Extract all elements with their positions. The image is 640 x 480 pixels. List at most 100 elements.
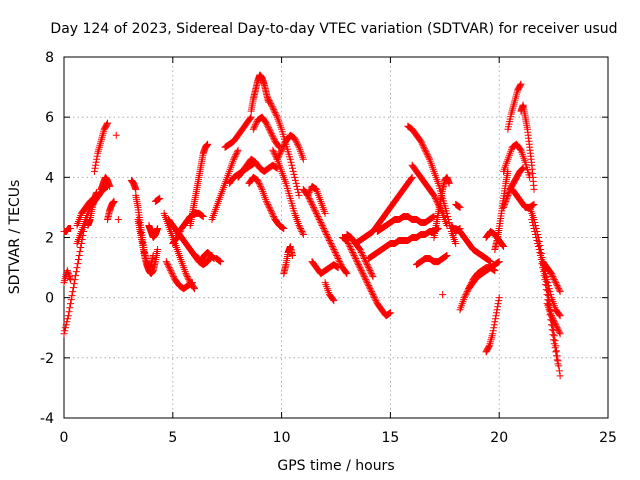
data-point — [419, 142, 427, 150]
data-point — [114, 215, 122, 223]
axis-ticks — [63, 56, 609, 419]
data-point — [529, 201, 537, 209]
series-arc-40 — [339, 234, 394, 320]
data-point — [344, 240, 352, 248]
data-point — [68, 292, 76, 300]
data-point — [273, 112, 281, 120]
data-point — [362, 259, 370, 267]
series-arc-60 — [504, 80, 525, 133]
data-point — [293, 182, 301, 190]
x-axis-label: GPS time / hours — [277, 458, 394, 474]
data-point — [63, 267, 71, 275]
data-point — [209, 253, 217, 261]
data-point — [327, 240, 335, 248]
data-point — [267, 101, 275, 109]
data-point — [424, 152, 432, 160]
data-point — [365, 282, 373, 290]
data-point — [529, 221, 537, 229]
data-point — [554, 357, 562, 365]
series-arc-24 — [208, 146, 242, 223]
data-point — [549, 331, 557, 339]
data-point — [519, 165, 527, 173]
data-point — [386, 309, 394, 317]
data-point — [337, 261, 345, 269]
data-point — [503, 193, 511, 201]
data-point — [529, 218, 537, 226]
data-point — [291, 173, 299, 181]
data-point — [290, 170, 298, 178]
data-point — [317, 218, 325, 226]
data-point — [174, 232, 182, 240]
data-point — [230, 155, 238, 163]
data-point — [430, 212, 438, 220]
data-point — [551, 337, 559, 345]
data-point — [320, 226, 328, 234]
data-point — [320, 224, 328, 232]
data-point — [357, 265, 365, 273]
data-point — [291, 134, 299, 142]
data-point — [554, 325, 562, 333]
data-point — [356, 246, 364, 254]
data-point — [250, 124, 258, 132]
x-tick-label: 15 — [381, 430, 399, 446]
data-point — [536, 242, 544, 250]
data-point — [280, 142, 288, 150]
data-point — [460, 294, 468, 302]
data-point — [292, 179, 300, 187]
data-point — [516, 81, 524, 89]
y-tick-label: 4 — [45, 170, 54, 186]
data-point — [501, 199, 509, 207]
series-arc-19 — [164, 215, 203, 263]
data-point — [270, 212, 278, 220]
series-arc-42 — [352, 173, 416, 248]
data-point — [367, 286, 375, 294]
data-point — [490, 324, 498, 332]
data-point — [544, 287, 552, 295]
data-point — [72, 268, 80, 276]
data-point — [350, 252, 358, 260]
data-point — [491, 267, 499, 275]
data-point — [504, 191, 512, 199]
data-point — [191, 285, 199, 293]
data-point — [354, 259, 362, 267]
data-point — [296, 224, 304, 232]
series-arc-58 — [500, 164, 527, 211]
data-point — [209, 254, 217, 262]
data-point — [553, 280, 561, 288]
data-point — [252, 119, 260, 127]
data-point — [347, 246, 355, 254]
data-point — [156, 194, 164, 202]
data-point — [269, 211, 277, 219]
x-tick-label: 5 — [168, 430, 177, 446]
data-point — [360, 271, 368, 279]
data-point — [333, 263, 341, 271]
data-point — [64, 312, 72, 320]
data-point — [61, 327, 69, 335]
data-point — [265, 202, 273, 210]
y-tick-label: -2 — [40, 351, 54, 367]
data-point — [167, 268, 175, 276]
data-point — [361, 256, 369, 264]
data-point — [422, 148, 430, 156]
series-arc-15 — [145, 221, 162, 241]
data-point — [110, 197, 118, 205]
data-point — [365, 283, 373, 291]
data-point — [90, 167, 98, 175]
data-point — [346, 243, 354, 251]
data-point — [550, 274, 558, 282]
data-point — [326, 238, 334, 246]
data-point — [528, 215, 536, 223]
data-point — [364, 280, 372, 288]
series-arc-48 — [430, 173, 453, 241]
data-point — [264, 122, 272, 130]
data-point — [556, 312, 564, 320]
data-points — [60, 71, 564, 380]
data-point — [549, 273, 557, 281]
data-point — [328, 241, 336, 249]
data-point — [266, 98, 274, 106]
data-point — [462, 291, 470, 299]
data-point — [551, 277, 559, 285]
data-point — [264, 200, 272, 208]
series-arc-53 — [456, 264, 499, 314]
data-point — [317, 220, 325, 228]
